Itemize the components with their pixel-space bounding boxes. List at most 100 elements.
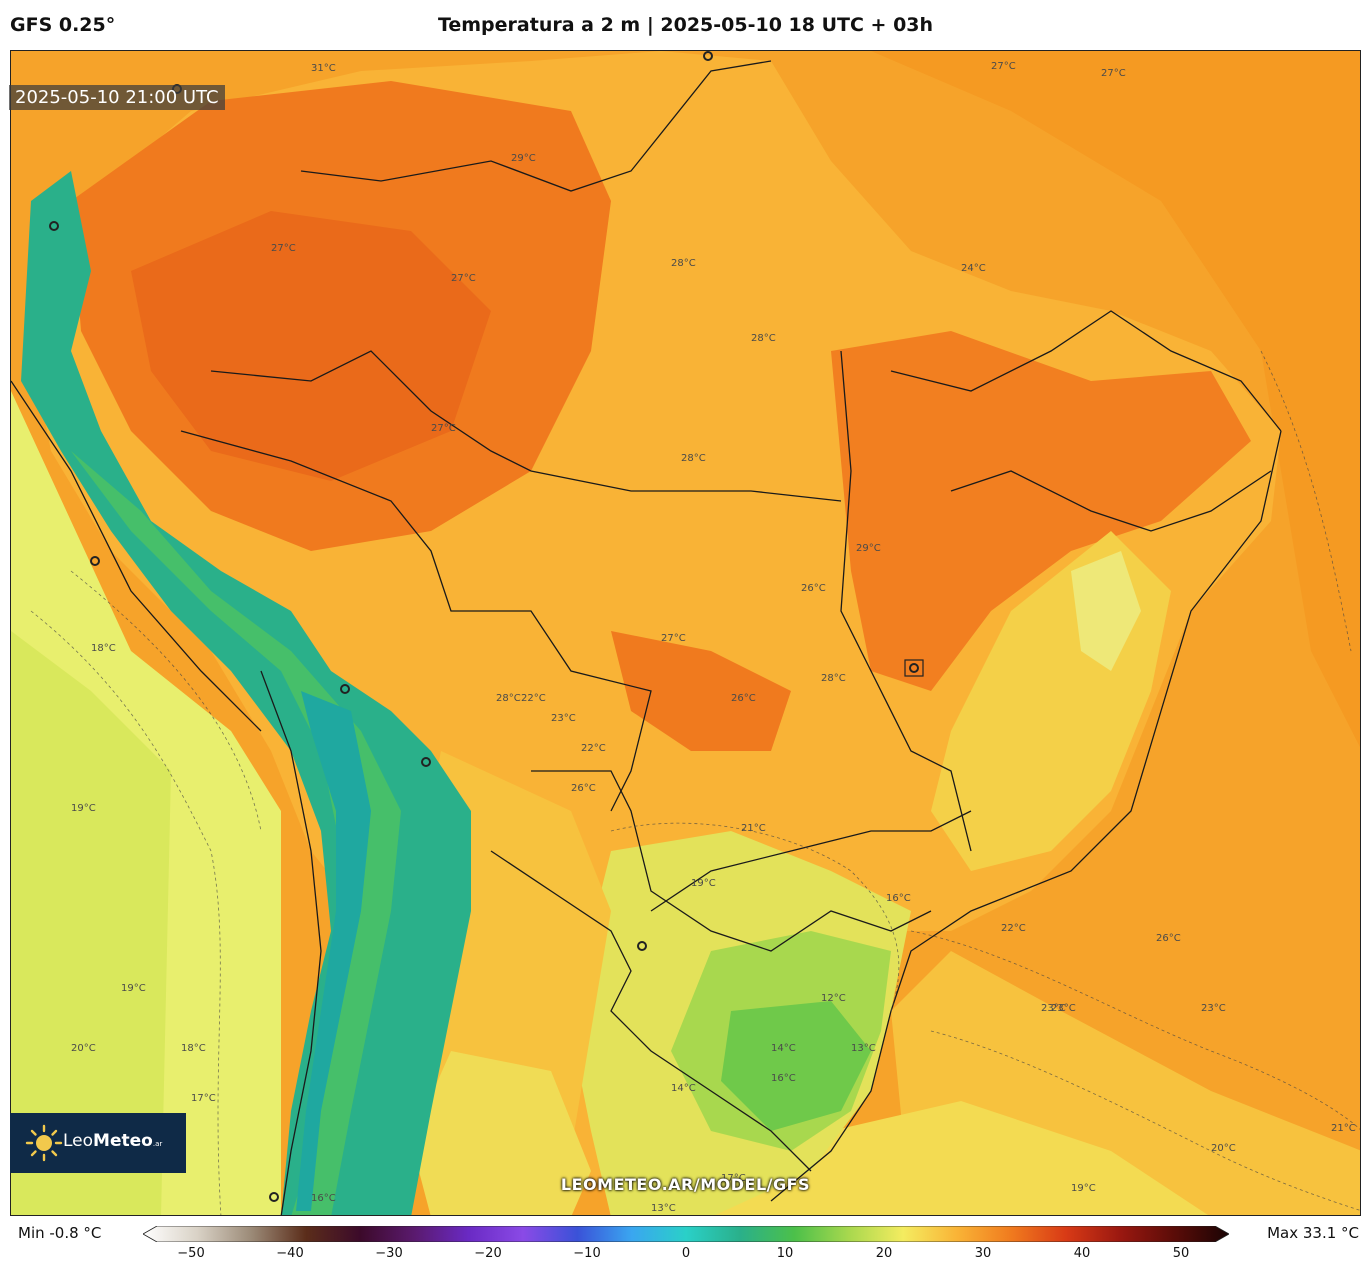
contour-label: 16°C xyxy=(886,893,911,904)
contour-atlantic-1 xyxy=(930,1030,1360,1211)
contour-label: 27°C xyxy=(431,423,456,434)
contour-label: 18°C xyxy=(181,1043,206,1054)
contour-label: 29°C xyxy=(856,543,881,554)
sun-icon xyxy=(25,1124,63,1162)
contour-label: 27°C xyxy=(991,61,1016,72)
logo-brand-bold: Meteo xyxy=(93,1131,153,1151)
city-marker xyxy=(703,51,713,61)
colorbar-tick-label: −50 xyxy=(177,1246,205,1261)
contour-label: 28°C xyxy=(496,693,521,704)
border-states-central xyxy=(840,350,972,852)
logo-wordmark: LeoMeteo.ar xyxy=(63,1131,162,1151)
contour-label: 31°C xyxy=(311,63,336,74)
contour-label: 28°C xyxy=(681,453,706,464)
contour-label: 26°C xyxy=(801,583,826,594)
contour-label: 13°C xyxy=(651,1203,676,1214)
east-highlands-cool-area xyxy=(1071,551,1141,671)
contour-label: 12°C xyxy=(821,993,846,1004)
south-atlantic-cool-area xyxy=(713,1101,1208,1215)
contour-label: 16°C xyxy=(311,1193,336,1204)
temperature-map[interactable]: 31°C 29°C 27°C 27°C 27°C 27°C 28°C 28°C 27°C 28°C… xyxy=(10,50,1361,1216)
contour-label: 16°C xyxy=(771,1073,796,1084)
federal-district-border xyxy=(904,659,924,677)
colorbar-tick-label: −10 xyxy=(573,1246,601,1261)
border-chile-argentina xyxy=(260,670,322,1215)
city-marker xyxy=(909,663,919,673)
border-states-east xyxy=(950,470,1272,532)
andes-core-area xyxy=(296,691,371,1211)
contour-label: 21°C xyxy=(741,823,766,834)
border-north xyxy=(300,60,772,192)
colorbar-tick-label: 30 xyxy=(974,1246,992,1261)
watermark-url: LEOMETEO.AR/MODEL/GFS xyxy=(560,1175,811,1194)
contour-label: 17°C xyxy=(191,1093,216,1104)
contour-label: 19°C xyxy=(691,878,716,889)
border-paraguay xyxy=(531,770,932,952)
contour-atlantic-2 xyxy=(910,930,1360,1130)
leometeo-logo[interactable]: LeoMeteo.ar xyxy=(10,1113,186,1173)
pampas-mild-area xyxy=(411,1051,591,1215)
city-marker xyxy=(90,556,100,566)
rio-grande-cold-area xyxy=(721,1001,871,1131)
contour-label: 26°C xyxy=(1156,933,1181,944)
contour-label: 20°C xyxy=(71,1043,96,1054)
border-bolivia xyxy=(180,430,652,812)
contour-label: 29°C xyxy=(511,153,536,164)
contour-label: 23°C xyxy=(1041,1003,1066,1014)
city-marker xyxy=(269,1192,279,1202)
contour-label: 24°C xyxy=(961,263,986,274)
contour-label: 18°C xyxy=(91,643,116,654)
pacific-cool-area xyxy=(11,631,171,1215)
valid-time-label: 2025-05-10 21:00 UTC xyxy=(9,85,225,110)
contour-label: 22°C xyxy=(521,693,546,704)
header: GFS 0.25° Temperatura a 2 m | 2025-05-10… xyxy=(0,0,1371,50)
contour-label: 13°C xyxy=(851,1043,876,1054)
colorbar-tick-label: −30 xyxy=(375,1246,403,1261)
contour-label: 27°C xyxy=(271,243,296,254)
contour-label: 27°C xyxy=(1101,68,1126,79)
contour-label: 27°C xyxy=(661,633,686,644)
map-title: Temperatura a 2 m | 2025-05-10 18 UTC + … xyxy=(437,14,934,36)
colorbar-tick-label: 40 xyxy=(1073,1246,1091,1261)
contour-pacific-2 xyxy=(70,570,262,832)
contour-label: 19°C xyxy=(71,803,96,814)
contour-label: 19°C xyxy=(121,983,146,994)
colorbar-tick-label: −20 xyxy=(474,1246,502,1261)
colorbar-tick-label: 20 xyxy=(875,1246,893,1261)
contour-label: 17°C xyxy=(721,1173,746,1184)
city-marker xyxy=(421,757,431,767)
colorbar-max-label: Max 33.1 °C xyxy=(1267,1224,1359,1242)
colorbar-tick-label: 10 xyxy=(776,1246,794,1261)
border-states-northeast xyxy=(890,310,1282,432)
amazon-core-area xyxy=(131,211,491,481)
colorbar xyxy=(143,1226,1229,1242)
colorbar-tick-label: 0 xyxy=(681,1246,691,1261)
coastline-peru xyxy=(11,380,262,732)
central-hot-area xyxy=(611,631,791,751)
contour-label: 23°C xyxy=(1051,1003,1076,1014)
border-argentina-brazil xyxy=(490,850,812,1172)
logo-brand-light: Leo xyxy=(63,1131,94,1151)
border-amazon-south xyxy=(210,350,842,502)
colorbar-min-label: Min -0.8 °C xyxy=(18,1224,102,1242)
contour-pacific-1 xyxy=(30,610,222,1215)
northeast-hot-area xyxy=(831,331,1251,691)
colorbar-tick-label: −40 xyxy=(276,1246,304,1261)
contour-label: 22°C xyxy=(1001,923,1026,934)
colorbar-tick-label: 50 xyxy=(1172,1246,1190,1261)
contour-label: 26°C xyxy=(731,693,756,704)
contour-south-1 xyxy=(610,822,900,1012)
city-marker xyxy=(340,684,350,694)
contour-label: 27°C xyxy=(451,273,476,284)
contour-label: 14°C xyxy=(671,1083,696,1094)
contour-label: 21°C xyxy=(1331,1123,1356,1134)
contour-label: 22°C xyxy=(581,743,606,754)
city-marker xyxy=(49,221,59,231)
contour-label: 23°C xyxy=(551,713,576,724)
contour-label: 28°C xyxy=(671,258,696,269)
contour-label: 20°C xyxy=(1211,1143,1236,1154)
map-canvas: 31°C 29°C 27°C 27°C 27°C 27°C 28°C 28°C 27°C 28°C… xyxy=(11,51,1360,1215)
contour-label: 26°C xyxy=(571,783,596,794)
contour-label: 28°C xyxy=(751,333,776,344)
coastline-brazil xyxy=(770,430,1282,1202)
